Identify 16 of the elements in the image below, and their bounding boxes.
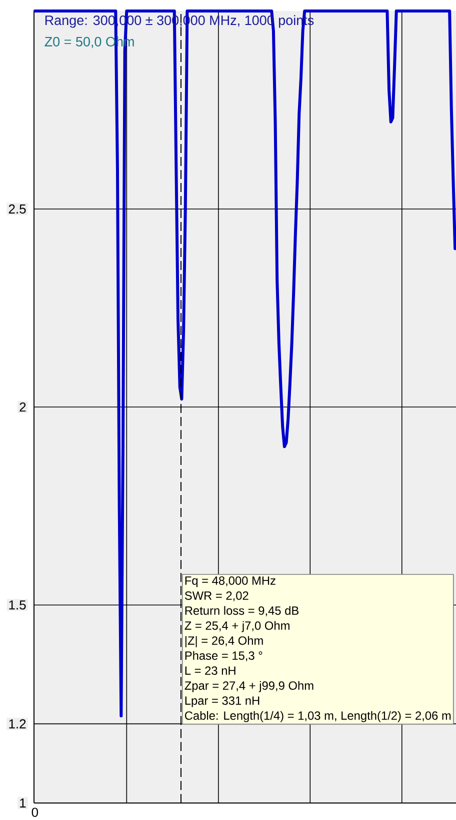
- y-tick-label: 1.5: [9, 600, 26, 610]
- annotation: Phase = 15,3 °: [185, 651, 262, 662]
- annotation: SWR = 2,02: [184, 591, 248, 602]
- y-tick-label: 2: [20, 402, 26, 412]
- annotation: Lpar = 331 nH: [185, 696, 260, 708]
- y-tick-label: 1: [20, 798, 26, 808]
- annotation: Zpar = 27,4 + j99,9 Ohm: [184, 681, 314, 692]
- y-tick-label: 2.5: [8, 204, 26, 214]
- annotation: Fq = 48,000 MHz: [185, 576, 276, 588]
- y-tick-label: 1.2: [9, 719, 26, 728]
- annotation: Return loss = 9,45 dB: [185, 606, 299, 616]
- annotation: Z = 25,4 + j7,0 Ohm: [184, 621, 290, 632]
- x-tick-label: 0: [32, 808, 38, 817]
- annotation: |Z| = 26,4 Ohm: [185, 636, 263, 648]
- annotation: Cable: Length(1/4) = 1,03 m, Length(1/2) = 2,06 m: [184, 711, 451, 722]
- annotation: L = 23 nH: [185, 666, 236, 675]
